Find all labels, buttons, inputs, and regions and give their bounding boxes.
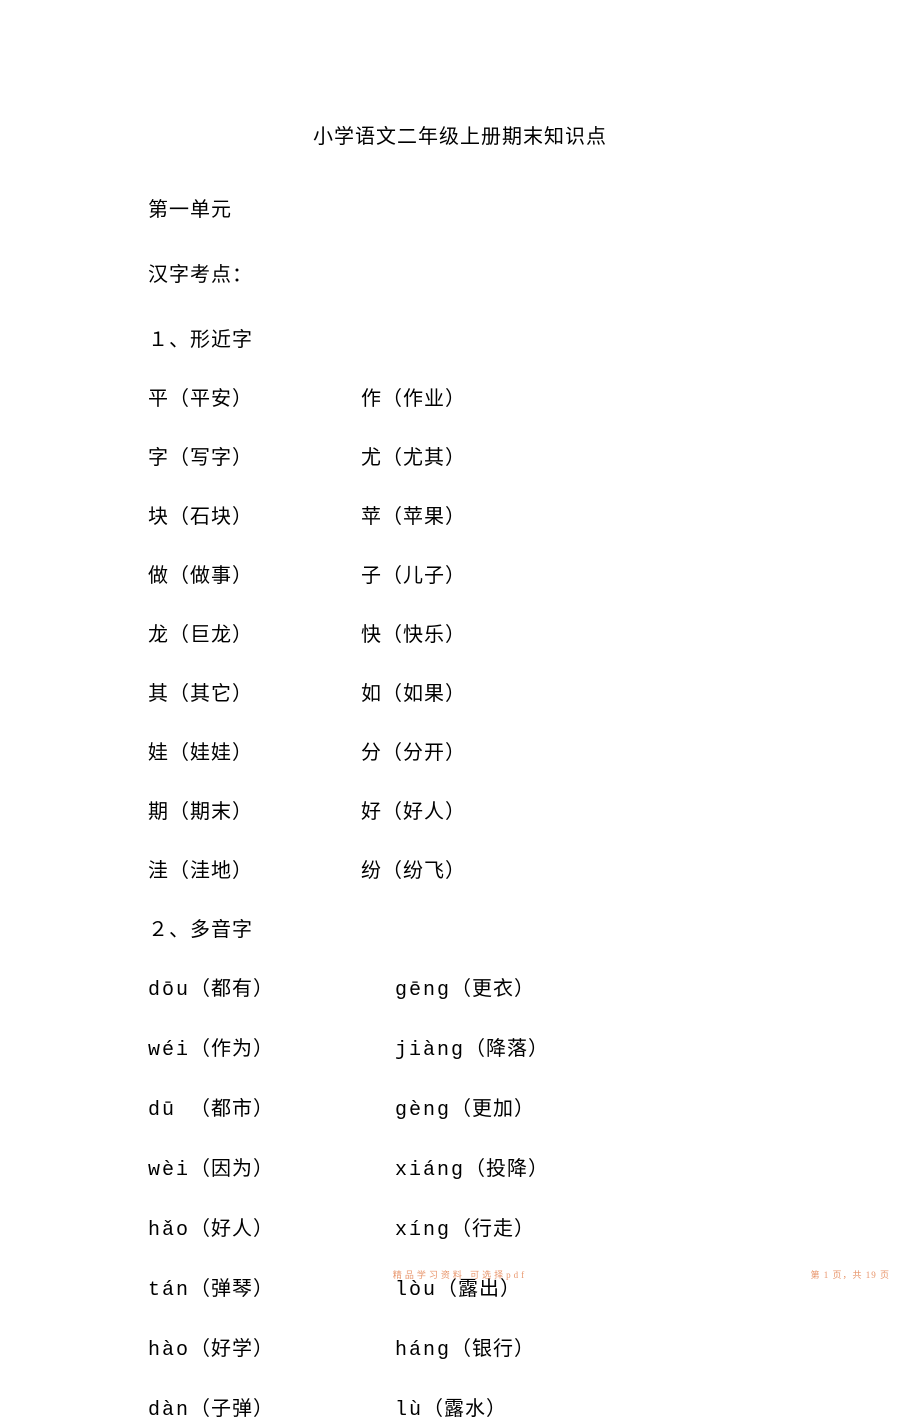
xingjinzi-right: 纷（纷飞） [361, 854, 466, 883]
duoyinzi-left: tán（弹琴） [148, 1272, 395, 1302]
xingjinzi-right: 快（快乐） [361, 618, 466, 647]
xingjinzi-row: 洼（洼地）纷（纷飞） [148, 854, 772, 883]
document-title: 小学语文二年级上册期末知识点 [148, 120, 772, 149]
duoyinzi-row: wéi（作为）jiàng（降落） [148, 1032, 772, 1062]
xingjinzi-left: 块（石块） [148, 500, 361, 529]
duoyinzi-right: xiáng（投降） [395, 1152, 549, 1182]
duoyinzi-left: hào（好学） [148, 1332, 395, 1362]
xingjinzi-row: 平（平安）作（作业） [148, 382, 772, 411]
xingjinzi-row: 龙（巨龙）快（快乐） [148, 618, 772, 647]
xingjinzi-left: 龙（巨龙） [148, 618, 361, 647]
section-header-hanzi: 汉字考点： [148, 258, 772, 287]
xingjinzi-list: 平（平安）作（作业） 字（写字）尤（尤其） 块（石块）苹（苹果） 做（做事）子（儿子）… [148, 382, 772, 883]
duoyinzi-right: xíng（行走） [395, 1212, 535, 1242]
subsection-duoyinzi: ２、多音字 [148, 913, 772, 942]
duoyinzi-row: hǎo（好人）xíng（行走） [148, 1212, 772, 1242]
duoyinzi-row: hào（好学）háng（银行） [148, 1332, 772, 1362]
duoyinzi-left: dū （都市） [148, 1092, 395, 1122]
xingjinzi-right: 作（作业） [361, 382, 466, 411]
duoyinzi-left: wèi（因为） [148, 1152, 395, 1182]
xingjinzi-row: 块（石块）苹（苹果） [148, 500, 772, 529]
xingjinzi-left: 平（平安） [148, 382, 361, 411]
page-container: 小学语文二年级上册期末知识点 第一单元 汉字考点： １、形近字 平（平安）作（作… [0, 0, 920, 1422]
duoyinzi-row: dū （都市）gèng（更加） [148, 1092, 772, 1122]
footer-page-number: 第 1 页，共 19 页 [810, 1268, 890, 1281]
duoyinzi-right: lù（露水） [395, 1392, 507, 1422]
xingjinzi-left: 洼（洼地） [148, 854, 361, 883]
xingjinzi-right: 子（儿子） [361, 559, 466, 588]
xingjinzi-row: 娃（娃娃）分（分开） [148, 736, 772, 765]
xingjinzi-left: 期（期末） [148, 795, 361, 824]
xingjinzi-left: 其（其它） [148, 677, 361, 706]
duoyinzi-right: jiàng（降落） [395, 1032, 549, 1062]
duoyinzi-right: gèng（更加） [395, 1092, 535, 1122]
subsection-xingjinzi: １、形近字 [148, 323, 772, 352]
duoyinzi-row: dōu（都有）gēng（更衣） [148, 972, 772, 1002]
duoyinzi-right: gēng（更衣） [395, 972, 535, 1002]
duoyinzi-left: hǎo（好人） [148, 1212, 395, 1242]
xingjinzi-row: 做（做事）子（儿子） [148, 559, 772, 588]
xingjinzi-row: 字（写字）尤（尤其） [148, 441, 772, 470]
xingjinzi-right: 好（好人） [361, 795, 466, 824]
xingjinzi-right: 分（分开） [361, 736, 466, 765]
footer-center-text: 精品学习资料 可选择pdf [393, 1268, 527, 1281]
xingjinzi-left: 娃（娃娃） [148, 736, 361, 765]
duoyinzi-left: dàn（子弹） [148, 1392, 395, 1422]
duoyinzi-right: háng（银行） [395, 1332, 535, 1362]
xingjinzi-row: 其（其它）如（如果） [148, 677, 772, 706]
duoyinzi-list: dōu（都有）gēng（更衣）wéi（作为）jiàng（降落）dū （都市）gè… [148, 972, 772, 1422]
xingjinzi-right: 如（如果） [361, 677, 466, 706]
xingjinzi-row: 期（期末）好（好人） [148, 795, 772, 824]
unit-header: 第一单元 [148, 193, 772, 222]
xingjinzi-right: 尤（尤其） [361, 441, 466, 470]
duoyinzi-left: wéi（作为） [148, 1032, 395, 1062]
xingjinzi-right: 苹（苹果） [361, 500, 466, 529]
xingjinzi-left: 做（做事） [148, 559, 361, 588]
duoyinzi-left: dōu（都有） [148, 972, 395, 1002]
duoyinzi-row: wèi（因为）xiáng（投降） [148, 1152, 772, 1182]
xingjinzi-left: 字（写字） [148, 441, 361, 470]
duoyinzi-row: dàn（子弹）lù（露水） [148, 1392, 772, 1422]
